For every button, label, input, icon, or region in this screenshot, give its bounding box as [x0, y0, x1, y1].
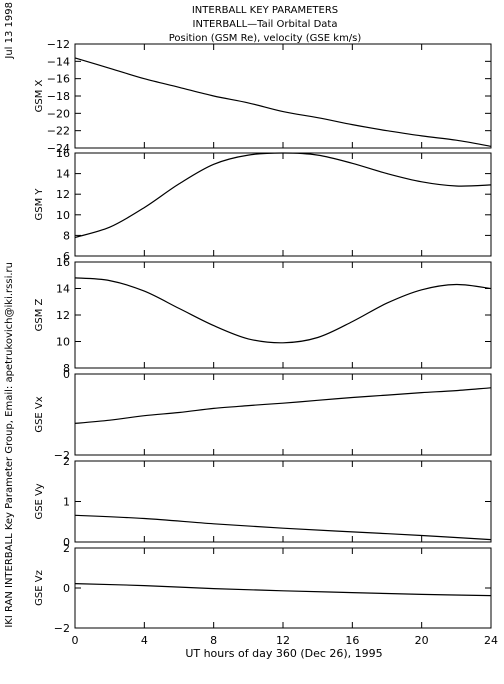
y-tick-label: 10	[56, 336, 70, 349]
x-tick-label: 0	[72, 634, 79, 647]
figure-title-line3: Position (GSM Re), velocity (GSE km/s)	[169, 33, 362, 44]
figure-title-line2: INTERBALL—Tail Orbital Data	[193, 19, 338, 30]
panel-frame-gse-vy	[74, 460, 492, 543]
series-line-gse-vy	[74, 514, 492, 541]
y-tick-label: −20	[47, 107, 70, 120]
series-line-gse-vx	[74, 387, 492, 424]
panel-frame-gsm-y	[74, 152, 492, 257]
y-tick-label: 2	[63, 455, 70, 468]
y-tick-label: −12	[47, 38, 70, 51]
y-tick-label: 1	[63, 496, 70, 509]
panel-frame-gsm-x	[74, 43, 492, 149]
y-tick-label: 16	[56, 147, 70, 160]
y-tick-label: 8	[63, 362, 70, 375]
x-tick-label: 24	[484, 634, 498, 647]
series-line-gse-vz	[74, 583, 492, 597]
side-date-label: Jul 13 1998	[4, 2, 15, 60]
y-axis-label-gse-vz: GSE Vz	[34, 570, 45, 606]
y-tick-label: 12	[56, 188, 70, 201]
y-tick-label: −22	[47, 125, 70, 138]
x-tick-label: 12	[276, 634, 290, 647]
panel-frame-gsm-z	[74, 261, 492, 369]
y-axis-label-gsm-x: GSM X	[34, 79, 45, 112]
y-tick-label: −16	[47, 73, 70, 86]
y-tick-label: 12	[56, 309, 70, 322]
y-tick-label: 14	[56, 283, 70, 296]
y-tick-label: −2	[54, 449, 70, 462]
x-tick-label: 20	[415, 634, 429, 647]
y-tick-label: 16	[56, 256, 70, 269]
y-tick-label: 6	[63, 250, 70, 263]
x-tick-label: 8	[210, 634, 217, 647]
panel-frame-gse-vx	[74, 373, 492, 456]
y-axis-label-gsm-z: GSM Z	[34, 298, 45, 331]
series-line-gsm-x	[74, 57, 492, 147]
figure-title-line1: INTERBALL KEY PARAMETERS	[192, 5, 338, 16]
series-line-gsm-y	[74, 152, 492, 239]
x-axis-label: UT hours of day 360 (Dec 26), 1995	[185, 647, 382, 660]
y-tick-label: 14	[56, 168, 70, 181]
y-axis-label-gse-vx: GSE Vx	[34, 396, 45, 432]
x-tick-label: 16	[345, 634, 359, 647]
x-tick-label: 4	[141, 634, 148, 647]
series-line-gsm-z	[74, 277, 492, 344]
y-tick-label: 0	[63, 582, 70, 595]
y-tick-label: −18	[47, 90, 70, 103]
y-tick-label: −2	[54, 622, 70, 635]
y-axis-label-gsm-y: GSM Y	[34, 188, 45, 221]
side-credit-label: IKI RAN INTERBALL Key Parameter Group, E…	[4, 262, 15, 628]
y-axis-label-gse-vy: GSE Vy	[34, 483, 45, 519]
y-tick-label: 8	[63, 229, 70, 242]
y-tick-label: −14	[47, 55, 70, 68]
y-tick-label: 0	[63, 368, 70, 381]
y-tick-label: 10	[56, 209, 70, 222]
y-tick-label: 2	[63, 542, 70, 555]
y-tick-label: 0	[63, 536, 70, 549]
panel-frame-gse-vz	[74, 547, 492, 629]
y-tick-label: −24	[47, 142, 70, 155]
